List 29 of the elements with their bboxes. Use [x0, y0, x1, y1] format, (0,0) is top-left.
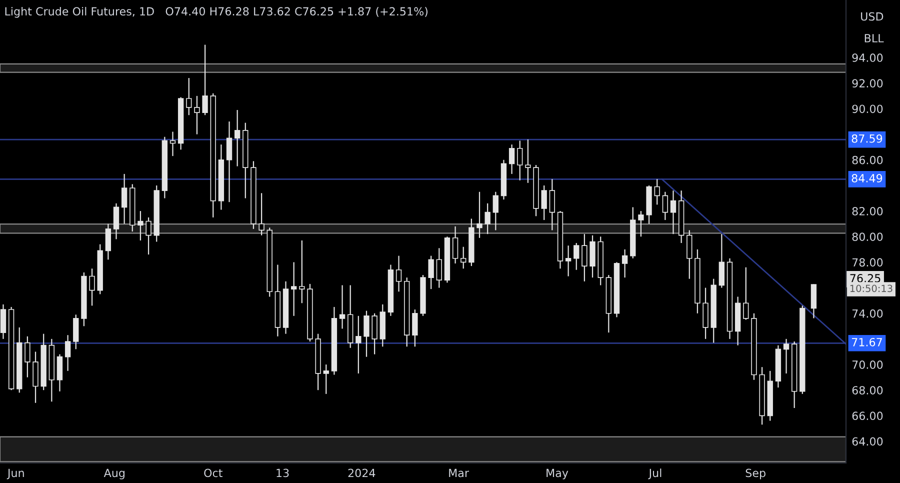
y-tick-label: 70.00 — [852, 360, 883, 369]
y-tick-label: 82.00 — [852, 207, 883, 216]
x-tick-label: Jul — [648, 468, 662, 480]
text: 76.25 — [850, 274, 880, 282]
y-tick-label: 64.00 — [852, 437, 883, 446]
x-tick-label: 13 — [276, 468, 289, 478]
ref-line-label: 84.49 — [852, 174, 882, 182]
ref-line-label: 87.59 — [852, 134, 882, 143]
x-tick-label: Mar — [449, 468, 469, 478]
y-tick-label: 74.00 — [852, 309, 883, 318]
y-tick-label: 92.00 — [852, 79, 883, 88]
text: USD — [861, 12, 884, 21]
y-tick-label: 90.00 — [852, 104, 883, 114]
y-tick-label: 78.00 — [852, 258, 883, 267]
text: BLL — [864, 34, 884, 42]
y-tick-label: 68.00 — [852, 386, 883, 394]
x-tick-label: 2024 — [348, 468, 376, 478]
y-tick-label: 66.00 — [852, 412, 883, 420]
x-tick-label: Oct — [204, 468, 222, 478]
ref-line-label: 71.67 — [852, 338, 882, 346]
x-tick-label: Sep — [746, 468, 766, 480]
x-tick-label: Aug — [104, 468, 124, 480]
x-tick-label: May — [546, 468, 568, 480]
text: 10:50:13 — [850, 284, 892, 292]
x-tick-label: Jun — [6, 468, 24, 480]
chart-title: Light Crude Oil Futures, 1D O74.40 H76.28 L73.62 C76.25 +1.87 (+2.51%) — [5, 6, 428, 18]
y-tick-label: 80.00 — [852, 232, 883, 241]
y-tick-label: 94.00 — [852, 54, 883, 62]
y-tick-label: 86.00 — [852, 156, 883, 164]
